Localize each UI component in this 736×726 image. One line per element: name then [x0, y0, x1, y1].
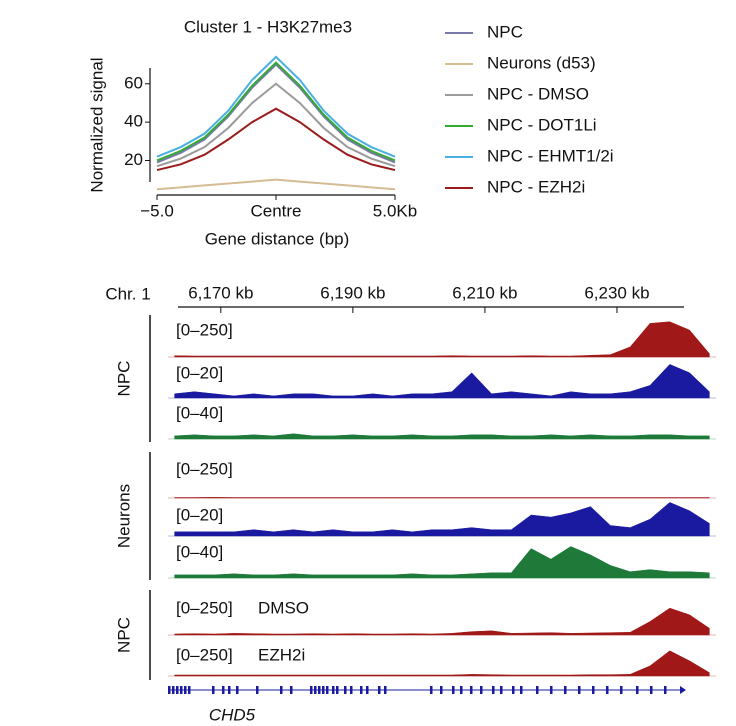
gene-exon: [366, 686, 369, 694]
legend-label: NPC: [487, 22, 523, 41]
profile-line: [156, 55, 396, 158]
profile-line: [156, 107, 396, 172]
gene-exon: [332, 686, 335, 694]
gene-exon: [222, 686, 225, 694]
track-range: [0–250]: [176, 598, 233, 617]
gene-exon: [280, 686, 283, 694]
gene-exon: [384, 686, 387, 694]
y-tick-label: 40: [124, 112, 143, 131]
x-tick-label: 6,230 kb: [584, 283, 649, 302]
gene-exon: [176, 686, 179, 694]
signal-track: [174, 650, 710, 677]
x-tick-label: Centre: [250, 201, 301, 220]
signal-track: [174, 502, 710, 537]
x-tick-label: 6,190 kb: [320, 283, 385, 302]
group-label: NPC: [114, 361, 133, 397]
gene-exon: [512, 686, 515, 694]
gene-exon: [228, 686, 231, 694]
gene-exon: [620, 686, 623, 694]
gene-exon: [492, 686, 495, 694]
gene-exon: [470, 686, 473, 694]
track-range: [0–20]: [176, 363, 223, 382]
gene-exon: [336, 686, 339, 694]
gene-exon: [500, 686, 503, 694]
gene-exon: [550, 686, 553, 694]
signal-track: [174, 433, 710, 440]
track-range: [0–40]: [176, 403, 223, 422]
signal-track: [174, 364, 710, 399]
profile-line: [156, 82, 396, 168]
profile-line: [156, 63, 396, 164]
gene-exon: [480, 686, 483, 694]
x-tick-label: 5.0Kb: [373, 201, 417, 220]
profile-line: [156, 178, 396, 191]
x-tick-label: −5.0: [140, 201, 174, 220]
y-tick-label: 60: [124, 73, 143, 92]
y-axis-title: Normalized signal: [87, 57, 106, 192]
gene-exon: [290, 686, 293, 694]
signal-track: [174, 607, 710, 636]
y-tick-label: 20: [124, 150, 143, 169]
gene-exon: [180, 686, 183, 694]
profile-line: [156, 61, 396, 162]
gene-exon: [564, 686, 567, 694]
profile-title: Cluster 1 - H3K27me3: [184, 17, 352, 36]
gene-exon: [256, 686, 259, 694]
gene-exon: [440, 686, 443, 694]
track-condition: DMSO: [258, 598, 309, 617]
track-condition: EZH2i: [258, 645, 305, 664]
gene-exon: [172, 686, 175, 694]
gene-exon: [360, 686, 363, 694]
gene-exon: [184, 686, 187, 694]
gene-arrow: [680, 686, 686, 694]
gene-exon: [236, 686, 239, 694]
gene-exon: [430, 686, 433, 694]
signal-track: [174, 497, 710, 499]
legend-label: NPC - DMSO: [487, 84, 589, 103]
gene-exon: [318, 686, 321, 694]
track-range: [0–40]: [176, 542, 223, 561]
gene-exon: [452, 686, 455, 694]
gene-exon: [650, 686, 653, 694]
track-range: [0–250]: [176, 320, 233, 339]
gene-exon: [212, 686, 215, 694]
gene-exon: [378, 686, 381, 694]
group-label: Neurons: [114, 484, 133, 548]
chromosome-label: Chr. 1: [105, 284, 150, 303]
gene-exon: [344, 686, 347, 694]
track-range: [0–250]: [176, 459, 233, 478]
track-range: [0–20]: [176, 505, 223, 524]
gene-exon: [592, 686, 595, 694]
gene-exon: [606, 686, 609, 694]
gene-exon: [310, 686, 313, 694]
legend-label: NPC - EHMT1/2i: [487, 146, 614, 165]
gene-exon: [168, 686, 171, 694]
signal-track: [174, 321, 710, 358]
gene-exon: [326, 686, 329, 694]
legend-label: Neurons (d53): [487, 53, 596, 72]
gene-exon: [314, 686, 317, 694]
x-tick-label: 6,210 kb: [452, 283, 517, 302]
gene-exon: [636, 686, 639, 694]
x-axis-title: Gene distance (bp): [205, 229, 350, 248]
group-label: NPC: [114, 617, 133, 653]
gene-exon: [460, 686, 463, 694]
gene-exon: [322, 686, 325, 694]
gene-exon: [520, 686, 523, 694]
gene-exon: [664, 686, 667, 694]
legend-label: NPC - DOT1Li: [487, 115, 597, 134]
gene-exon: [578, 686, 581, 694]
gene-exon: [350, 686, 353, 694]
legend-label: NPC - EZH2i: [487, 177, 585, 196]
gene-exon: [188, 686, 191, 694]
signal-track: [174, 546, 710, 579]
gene-name: CHD5: [209, 705, 256, 724]
x-tick-label: 6,170 kb: [188, 283, 253, 302]
track-range: [0–250]: [176, 645, 233, 664]
gene-exon: [536, 686, 539, 694]
